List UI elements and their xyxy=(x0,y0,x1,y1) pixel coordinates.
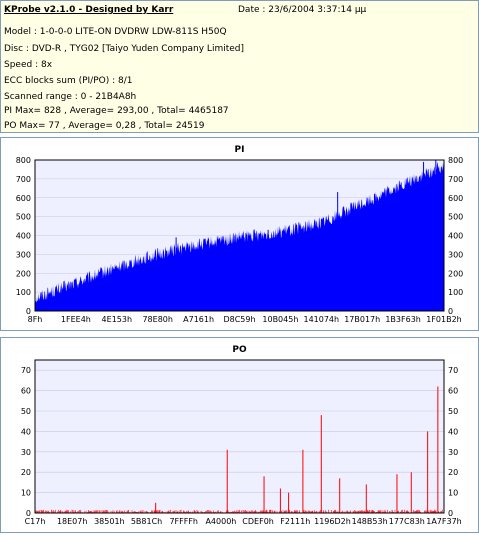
ecc-line: ECC blocks sum (PI/PO) : 8/1 xyxy=(4,76,133,86)
y-tick-label-right: 400 xyxy=(448,232,463,241)
x-tick-label: 5B81Ch xyxy=(131,517,162,526)
x-tick-label: F2111h xyxy=(280,517,310,526)
y-tick-label-right: 600 xyxy=(448,194,463,203)
x-tick-label: 18E07h xyxy=(57,517,87,526)
po-summary-line: PO Max= 77 , Average= 0,28 , Total= 2451… xyxy=(4,121,205,131)
y-tick-label-left: 0 xyxy=(26,307,31,316)
y-tick-label-left: 400 xyxy=(16,232,31,241)
pi-chart: PI 0 0 100 100 200 200 300 300 400 400 500 500 600 600… xyxy=(16,145,464,324)
x-tick-label: 1FEE4h xyxy=(61,315,91,324)
y-tick-label-left: 100 xyxy=(16,288,31,297)
range-line: Scanned range : 0 - 21B4A8h xyxy=(4,92,137,102)
pi-chart-panel: PI 0 0 100 100 200 200 300 300 400 400 500 500 600 600… xyxy=(0,137,479,331)
y-tick-label-left: 200 xyxy=(16,269,31,278)
x-tick-label: A4000h xyxy=(205,517,236,526)
x-tick-label: 1196D2h xyxy=(314,517,351,526)
x-tick-label: CDEF0h xyxy=(242,517,274,526)
y-tick-label-right: 60 xyxy=(448,387,458,396)
y-tick-label-left: 70 xyxy=(21,366,31,375)
chart-title: PI xyxy=(235,145,245,155)
x-tick-label: 78E80h xyxy=(142,315,172,324)
x-tick-label: 8Fh xyxy=(28,315,43,324)
y-tick-label-left: 700 xyxy=(16,175,31,184)
y-tick-label-right: 700 xyxy=(448,175,463,184)
x-tick-label: 141074h xyxy=(303,315,339,324)
x-tick-label: 1B3F63h xyxy=(385,315,421,324)
pi-area-series xyxy=(35,162,444,311)
x-tick-label: 177C83h xyxy=(389,517,425,526)
disc-line: Disc : DVD-R , TYG02 [Taiyo Yuden Compan… xyxy=(4,44,245,54)
y-tick-label-right: 40 xyxy=(448,427,458,436)
x-tick-label: A7161h xyxy=(183,315,214,324)
y-tick-label-left: 10 xyxy=(21,489,31,498)
y-tick-label-right: 30 xyxy=(448,448,458,457)
speed-line: Speed : 8x xyxy=(4,60,53,70)
plot-border xyxy=(34,359,445,514)
pi-summary-line: PI Max= 828 , Average= 293,00 , Total= 4… xyxy=(4,106,229,116)
x-tick-label: 7FFFFh xyxy=(169,517,198,526)
info-header: KProbe v2.1.0 - Designed by Karr Date : … xyxy=(0,0,479,133)
x-tick-label: 4E153h xyxy=(102,315,132,324)
x-tick-label: D8C59h xyxy=(223,315,255,324)
y-tick-label-left: 50 xyxy=(21,407,31,416)
po-chart-panel: PO 0 0 10 10 20 20 30 30 40 40 50 50 60 60 70 70 C17h 18E0… xyxy=(0,337,479,533)
y-tick-label-right: 0 xyxy=(448,307,453,316)
y-tick-label-right: 200 xyxy=(448,269,463,278)
y-tick-label-left: 500 xyxy=(16,213,31,222)
app-title: KProbe v2.1.0 - Designed by Karr xyxy=(4,5,174,15)
y-tick-label-left: 20 xyxy=(21,468,31,477)
y-tick-label-right: 300 xyxy=(448,250,463,259)
chart-title: PO xyxy=(232,345,247,355)
y-tick-label-left: 800 xyxy=(16,156,31,165)
x-tick-label: 10B045h xyxy=(262,315,298,324)
y-tick-label-left: 300 xyxy=(16,250,31,259)
y-tick-label-left: 40 xyxy=(21,427,31,436)
y-tick-label-right: 500 xyxy=(448,213,463,222)
x-tick-label: 1F01B2h xyxy=(426,315,462,324)
scan-date: Date : 23/6/2004 3:37:14 μμ xyxy=(238,5,367,15)
x-tick-label: 1A7F37h xyxy=(426,517,462,526)
x-tick-label: C17h xyxy=(25,517,46,526)
y-tick-label-right: 800 xyxy=(448,156,463,165)
model-line: Model : 1-0-0-0 LITE-ON DVDRW LDW-811S H… xyxy=(4,27,227,37)
plot-area xyxy=(34,359,445,514)
x-tick-label: 38501h xyxy=(94,517,125,526)
y-tick-label-right: 0 xyxy=(448,509,453,518)
y-tick-label-right: 10 xyxy=(448,489,458,498)
y-tick-label-left: 60 xyxy=(21,387,31,396)
plot-border xyxy=(34,159,445,312)
y-tick-label-right: 50 xyxy=(448,407,458,416)
y-tick-label-left: 0 xyxy=(26,509,31,518)
y-tick-label-left: 30 xyxy=(21,448,31,457)
y-tick-label-left: 600 xyxy=(16,194,31,203)
x-tick-label: 17B017h xyxy=(344,315,380,324)
y-tick-label-right: 70 xyxy=(448,366,458,375)
y-tick-label-right: 100 xyxy=(448,288,463,297)
po-chart: PO 0 0 10 10 20 20 30 30 40 40 50 50 60 60 70 70 C17h 18E0… xyxy=(21,345,462,526)
y-tick-label-right: 20 xyxy=(448,468,458,477)
x-tick-label: 148B53h xyxy=(352,517,388,526)
